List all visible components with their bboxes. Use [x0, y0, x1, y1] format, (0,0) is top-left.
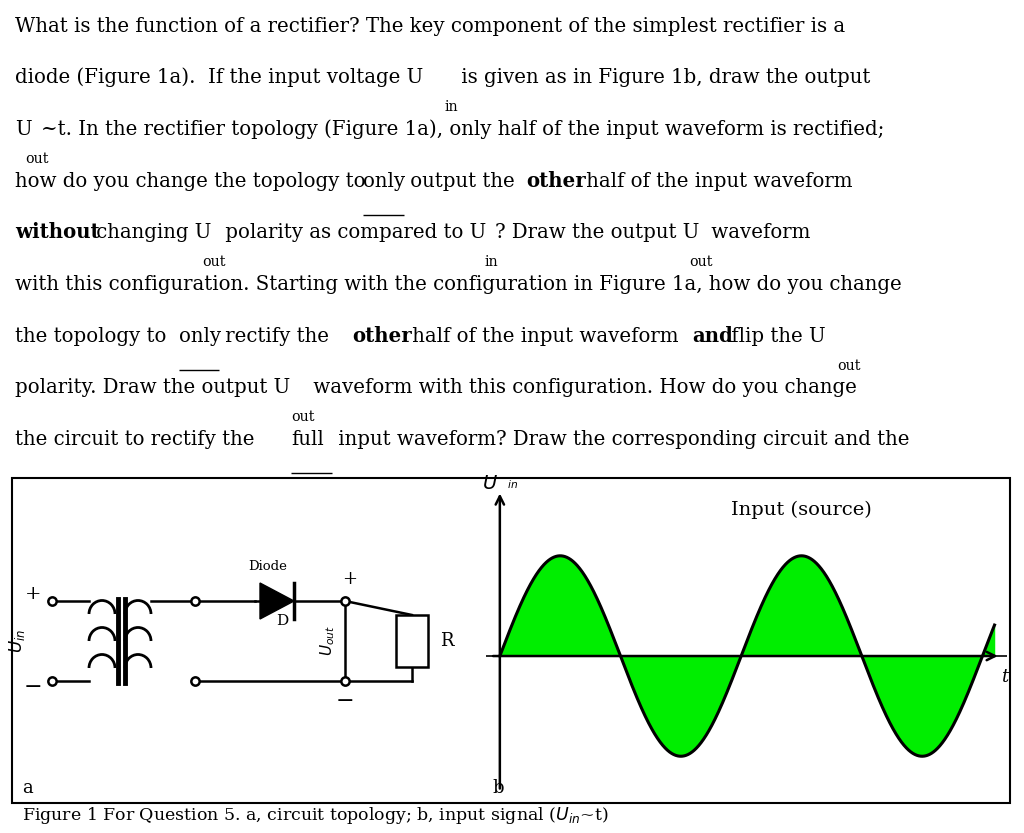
Text: the topology to: the topology to — [15, 327, 173, 346]
Text: rectify the: rectify the — [219, 327, 336, 346]
Text: D: D — [275, 614, 288, 628]
Text: +: + — [342, 570, 357, 588]
Text: polarity. Draw the output U: polarity. Draw the output U — [15, 378, 290, 397]
Text: ~t. In the rectifier topology (Figure 1a), only half of the input waveform is re: ~t. In the rectifier topology (Figure 1a… — [41, 119, 885, 139]
Text: What is the function of a rectifier? The key component of the simplest rectifier: What is the function of a rectifier? The… — [15, 17, 845, 36]
Text: out: out — [689, 255, 713, 269]
Text: $U_{in}$: $U_{in}$ — [7, 629, 27, 653]
Text: with this configuration. Starting with the configuration in Figure 1a, how do yo: with this configuration. Starting with t… — [15, 275, 902, 294]
Text: +: + — [25, 585, 41, 603]
Text: Diode: Diode — [249, 560, 288, 573]
Text: in: in — [645, 565, 658, 579]
Text: auxiliary: auxiliary — [737, 533, 824, 552]
Text: ? Draw the output U: ? Draw the output U — [495, 223, 699, 242]
Bar — [396, 615, 428, 667]
Text: out: out — [26, 152, 49, 166]
Polygon shape — [260, 583, 294, 619]
Text: input waveform? Draw the corresponding circuit and the: input waveform? Draw the corresponding c… — [332, 430, 909, 449]
Text: waveform: waveform — [706, 223, 810, 242]
Text: half of the input waveform: half of the input waveform — [580, 172, 852, 191]
Text: other: other — [352, 326, 412, 346]
Text: $U_{out}$: $U_{out}$ — [318, 626, 337, 656]
Text: flip the U: flip the U — [725, 327, 825, 346]
Text: U: U — [15, 120, 32, 139]
Text: and: and — [692, 326, 733, 346]
Text: b: b — [492, 779, 504, 797]
Text: out: out — [291, 410, 314, 424]
Text: t: t — [1000, 668, 1008, 686]
Text: polarity as compared to U: polarity as compared to U — [218, 223, 485, 242]
Text: in: in — [484, 255, 498, 269]
Text: how do you change the topology to: how do you change the topology to — [15, 172, 372, 191]
Text: is given as in Figure 1b, draw the output: is given as in Figure 1b, draw the outpu… — [455, 68, 870, 87]
Text: ~t are timely consistent with: ~t are timely consistent with — [542, 481, 834, 501]
Text: out: out — [837, 358, 860, 372]
Text: the circuit to rectify the: the circuit to rectify the — [15, 430, 261, 449]
Bar — [12, 478, 1010, 803]
Text: in: in — [158, 565, 172, 579]
Text: −: − — [336, 690, 354, 712]
Text: output waveform. Make sure that your drawings of U: output waveform. Make sure that your dra… — [15, 481, 550, 501]
Text: ~t and U: ~t and U — [563, 533, 653, 552]
Text: diode (Figure 1a).  If the input voltage U: diode (Figure 1a). If the input voltage … — [15, 67, 423, 87]
Text: −: − — [24, 676, 42, 698]
Text: out: out — [526, 513, 550, 527]
Text: ~t with: ~t with — [655, 533, 736, 552]
Text: half of the input waveform: half of the input waveform — [407, 327, 685, 346]
Text: only: only — [362, 172, 404, 191]
Text: Input (source): Input (source) — [731, 501, 871, 519]
Text: $U$: $U$ — [482, 475, 498, 492]
Text: changing U: changing U — [90, 223, 212, 242]
Text: out: out — [547, 565, 570, 579]
Text: the original U: the original U — [15, 533, 154, 552]
Text: a: a — [22, 779, 33, 797]
Text: Figure 1 For Question 5. a, circuit topology; b, input signal ($U_{in}$~t): Figure 1 For Question 5. a, circuit topo… — [22, 806, 608, 826]
Text: full: full — [291, 430, 324, 449]
Text: output the: output the — [403, 172, 520, 191]
Text: in: in — [444, 100, 458, 114]
Text: other: other — [526, 171, 586, 191]
Text: to indicate the time consistency (15p)|: to indicate the time consistency (15p)| — [67, 584, 458, 606]
Text: only: only — [178, 327, 221, 346]
Text: R: R — [440, 632, 454, 650]
Text: out: out — [203, 255, 226, 269]
Text: lines: lines — [15, 585, 62, 604]
Text: waveform with this configuration. How do you change: waveform with this configuration. How do… — [307, 378, 857, 397]
Text: ~t waveforms; mark the waveforms of U: ~t waveforms; mark the waveforms of U — [169, 533, 577, 552]
Text: $_{in}$: $_{in}$ — [507, 476, 518, 491]
Text: without: without — [15, 222, 99, 242]
